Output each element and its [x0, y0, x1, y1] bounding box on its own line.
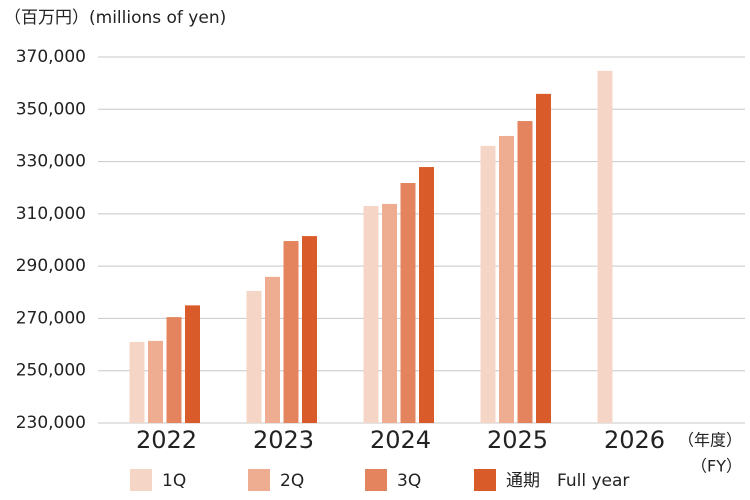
y-tick-label: 350,000: [16, 99, 86, 119]
y-tick-label: 310,000: [16, 204, 86, 224]
y-tick-label: 290,000: [16, 256, 86, 276]
legend-swatch: [365, 469, 387, 491]
bar: [283, 241, 299, 423]
legend-swatch: [474, 469, 496, 491]
bar: [166, 317, 182, 423]
legend-swatch: [130, 469, 152, 491]
x-tick-label: 2024: [370, 426, 431, 454]
x-tick-label: 2026: [604, 426, 665, 454]
bar: [480, 145, 496, 423]
x-tick-label: 2025: [487, 426, 548, 454]
bar: [148, 340, 163, 423]
bar: [419, 167, 434, 423]
legend-label: 2Q: [280, 471, 304, 491]
legend-label: 3Q: [397, 471, 421, 491]
x-axis-label: （年度）: [678, 431, 742, 450]
y-tick-label: 270,000: [16, 308, 86, 328]
bar: [246, 290, 262, 423]
legend-swatch: [248, 469, 270, 491]
bar: [536, 93, 551, 424]
x-tick-label: 2022: [136, 426, 197, 454]
y-tick-label: 230,000: [16, 413, 86, 433]
bar: [499, 135, 514, 424]
bar: [129, 341, 145, 423]
bar: [302, 236, 317, 423]
bar: [597, 70, 613, 423]
bar: [363, 206, 379, 423]
y-tick-label: 330,000: [16, 152, 86, 172]
bar: [400, 183, 416, 423]
bar: [382, 203, 397, 423]
y-axis-label: （百万円）(millions of yen): [4, 8, 226, 28]
y-tick-label: 370,000: [16, 47, 86, 67]
bar: [517, 121, 533, 424]
x-axis-label: （FY）: [691, 457, 742, 476]
legend-label: 1Q: [162, 471, 186, 491]
legend-label: 通期 Full year: [506, 471, 629, 491]
bar: [265, 276, 280, 423]
y-tick-label: 250,000: [16, 361, 86, 381]
bar: [185, 305, 200, 423]
x-tick-label: 2023: [253, 426, 314, 454]
